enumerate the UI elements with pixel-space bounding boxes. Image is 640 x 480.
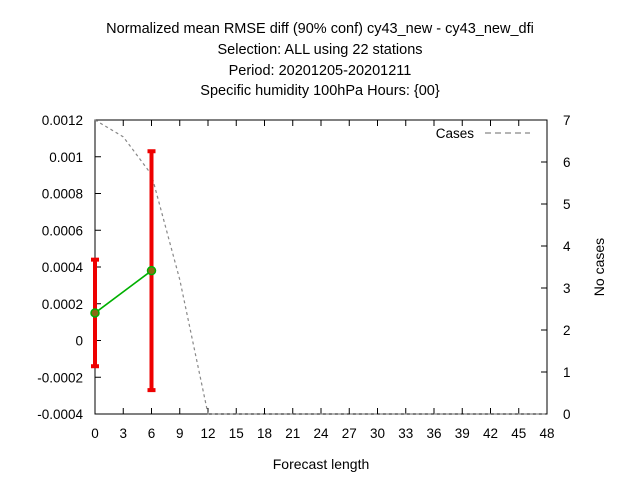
y2-tick-label: 4 (563, 239, 571, 254)
y-axis-right-label: No cases (591, 238, 607, 296)
y-tick-label: 0.0004 (42, 260, 84, 275)
x-tick-label: 21 (285, 426, 300, 441)
y-tick-label: 0.0008 (42, 187, 83, 202)
x-tick-label: 6 (148, 426, 156, 441)
x-tick-label: 3 (119, 426, 127, 441)
y-tick-label: -0.0004 (37, 407, 83, 422)
y-axis-left: -0.0004 -0.0002 0 0.0002 0.0004 0.0006 0.0008 0… (37, 113, 101, 422)
y2-tick-label: 6 (563, 155, 571, 170)
legend-label: Cases (436, 126, 475, 141)
chart-title-line: Normalized mean RMSE diff (90% conf) cy4… (106, 21, 534, 37)
y2-tick-label: 0 (563, 407, 571, 422)
legend: Cases (436, 126, 530, 141)
y-tick-label: 0.001 (49, 150, 83, 165)
y2-tick-label: 7 (563, 113, 571, 128)
series-layer (90, 119, 547, 415)
x-tick-label: 48 (539, 426, 554, 441)
chart-title-line: Period: 20201205-20201211 (229, 63, 412, 79)
rmse-diff-line (94, 270, 152, 314)
x-tick-label: 36 (426, 426, 441, 441)
x-tick-label: 18 (257, 426, 272, 441)
y2-tick-label: 1 (563, 365, 571, 380)
x-tick-label: 24 (313, 426, 329, 441)
plot-border (94, 119, 548, 415)
x-tick-label: 33 (398, 426, 413, 441)
x-tick-label: 15 (229, 426, 244, 441)
chart-title-line: Selection: ALL using 22 stations (217, 42, 422, 58)
y-tick-label: 0 (75, 334, 83, 349)
y-tick-label: 0.0002 (42, 297, 83, 312)
x-axis: 0 3 6 9 12 15 18 21 24 27 30 33 36 39 42 45 48 (91, 120, 555, 441)
chart-title-line: Specific humidity 100hPa Hours: {00} (200, 83, 440, 99)
x-tick-label: 27 (342, 426, 357, 441)
x-tick-label: 30 (370, 426, 385, 441)
x-tick-label: 42 (483, 426, 498, 441)
x-tick-label: 0 (91, 426, 99, 441)
data-point (146, 265, 157, 276)
y-tick-label: 0.0006 (42, 223, 83, 238)
x-tick-label: 9 (176, 426, 184, 441)
cases-line (94, 119, 547, 415)
y2-tick-label: 3 (563, 281, 571, 296)
y-tick-label: 0.0012 (42, 113, 83, 128)
y-axis-right: 0 1 2 3 4 5 6 7 (541, 113, 571, 422)
x-tick-label: 39 (455, 426, 470, 441)
plot-area (94, 119, 548, 415)
x-axis-label: Forecast length (273, 456, 370, 472)
y2-tick-label: 5 (563, 197, 571, 212)
data-point (90, 308, 100, 318)
y2-tick-label: 2 (563, 323, 571, 338)
y-tick-label: -0.0002 (37, 370, 83, 385)
x-tick-label: 45 (511, 426, 526, 441)
x-tick-label: 12 (200, 426, 215, 441)
chart-title-block: Normalized mean RMSE diff (90% conf) cy4… (106, 21, 534, 99)
